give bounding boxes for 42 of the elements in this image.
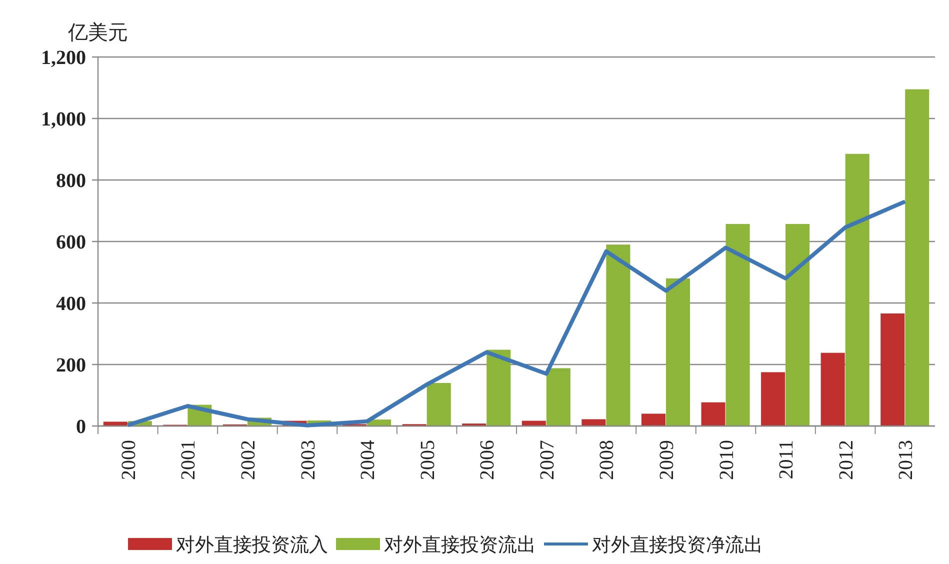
bar [666,278,690,426]
legend-label: 对外直接投资流出 [384,534,536,556]
y-tick-label: 400 [56,293,86,315]
line-series [126,200,908,428]
bar [726,224,750,426]
bar [606,244,630,426]
bar [845,154,870,426]
x-tick-label: 2006 [476,440,499,480]
bar [486,350,511,426]
bar [701,402,726,426]
x-tick-label: 2007 [536,440,558,480]
legend-label: 对外直接投资流入 [176,534,328,556]
y-tick-label: 1,000 [41,108,86,130]
y-tick-label: 0 [76,416,86,438]
x-tick-label: 2010 [716,440,738,480]
bar [820,352,845,426]
bar [641,414,666,426]
y-tick-label: 800 [56,170,86,192]
y-tick-label: 1,200 [41,47,86,69]
y-axis-title: 亿美元 [67,20,128,44]
bar [426,382,451,426]
bar [786,224,810,426]
x-tick-label: 2002 [237,440,260,480]
x-tick-label: 2001 [178,440,200,480]
x-tick-label: 2005 [416,440,439,480]
bar [761,372,786,426]
bar [546,368,570,426]
x-tick-label: 2008 [596,440,618,480]
x-tick-label: 2000 [118,440,140,480]
x-tick-label: 2009 [656,440,678,480]
x-tick-label: 2004 [357,440,380,480]
legend-label: 对外直接投资净流出 [592,534,763,556]
y-tick-label: 600 [56,232,86,254]
x-tick-label: 2011 [776,440,798,480]
bar [582,419,606,426]
y-tick-label: 200 [56,354,86,376]
x-tick-label: 2013 [895,440,918,480]
x-tick-label: 2003 [297,440,320,480]
bar [905,89,930,426]
bar [880,313,905,426]
x-tick-label: 2012 [835,440,858,480]
bar [103,422,128,426]
